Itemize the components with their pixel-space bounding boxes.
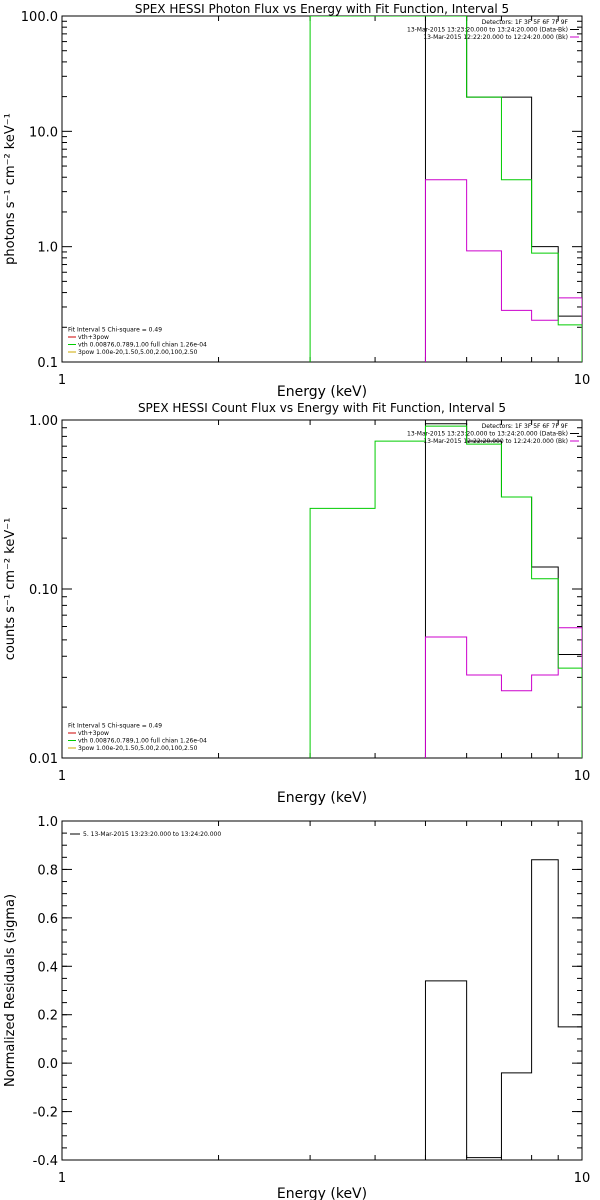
y-tick-label: 0.1: [37, 356, 58, 371]
x-tick-label: 1: [58, 373, 66, 388]
legend-entry: Detectors: 1F 3F 5F 6F 7F 9F: [482, 423, 569, 430]
plot-frame: [61, 820, 583, 1161]
x-tick-label: 1: [58, 769, 66, 784]
y-tick-label: 1.00: [29, 414, 58, 429]
legend-entry: vth 0.00876,0.789,1.00 full chian 1.26e-…: [78, 738, 207, 745]
x-tick-label: 10: [574, 1171, 591, 1186]
legend-entry: 13-Mar-2015 13:23:20.000 to 13:24:20.000…: [407, 431, 568, 438]
y-tick-label: 0.2: [37, 1009, 58, 1024]
legend-entry: 13-Mar-2015 12:22:20.000 to 12:24:20.000…: [423, 438, 568, 445]
legend-entry: 3pow 1.00e-20,1.50,5.00,2.00,100,2.50: [78, 745, 198, 752]
legend-entry: vth+3pow: [78, 730, 109, 737]
y-tick-label: 0.0: [37, 1057, 58, 1072]
series-group: [309, 423, 582, 758]
y-axis-label: Normalized Residuals (sigma): [3, 894, 18, 1087]
legend-entry: vth 0.00876,0.789,1.00 full chian 1.26e-…: [78, 342, 207, 349]
y-tick-label: -0.4: [33, 1154, 58, 1169]
chart-title: SPEX HESSI Photon Flux vs Energy with Fi…: [135, 2, 509, 16]
x-axis-label: Energy (keV): [277, 1186, 367, 1200]
series-3-line: [309, 425, 582, 758]
x-axis-label: Energy (keV): [277, 790, 367, 806]
y-tick-label: 1.0: [37, 241, 58, 256]
y-tick-label: -0.2: [33, 1106, 58, 1121]
y-tick-label: 0.10: [29, 583, 58, 598]
series-1-line: [424, 16, 582, 362]
y-tick-label: 0.8: [37, 863, 58, 878]
plot-frame: [61, 419, 583, 759]
x-tick-label: 1: [58, 1171, 66, 1186]
legend-entry: 13-Mar-2015 12:22:20.000 to 12:24:20.000…: [423, 34, 568, 41]
legend-entry: 3pow 1.00e-20,1.50,5.00,2.00,100,2.50: [78, 349, 198, 356]
x-axis-label: Energy (keV): [277, 384, 367, 400]
series-group: [309, 16, 582, 362]
y-axis-label: counts s⁻¹ cm⁻² keV⁻¹: [3, 518, 18, 661]
legend-entry: 13-Mar-2015 13:23:20.000 to 13:24:20.000…: [407, 27, 568, 34]
chart-2: SPEX HESSI Count Flux vs Energy with Fit…: [3, 401, 590, 806]
series-3-line: [309, 16, 582, 362]
chart-title: SPEX HESSI Count Flux vs Energy with Fit…: [138, 401, 506, 415]
chart-3: -0.4 -0.2 0.0 0.2 0.4 0.6 0.8 1.0 1 10 Energy (keV…: [3, 815, 590, 1200]
legend-entry: Fit Interval 5 Chi-square = 0.49: [68, 327, 162, 334]
y-tick-label: 0.6: [37, 912, 58, 927]
series-1-line: [424, 859, 582, 1160]
series-2-line: [424, 627, 582, 758]
series-group: [424, 859, 582, 1160]
y-tick-label: 10.0: [29, 125, 58, 140]
legend-entry: Fit Interval 5 Chi-square = 0.49: [68, 723, 162, 730]
y-axis-label: photons s⁻¹ cm⁻² keV⁻¹: [3, 113, 18, 265]
x-tick-label: 10: [574, 769, 591, 784]
y-tick-label: 100.0: [21, 10, 58, 25]
legend-entry: vth+3pow: [78, 334, 109, 341]
y-tick-label: 0.4: [37, 960, 58, 975]
series-2-line: [424, 179, 582, 362]
legend-entry: Detectors: 1F 3F 5F 6F 7F 9F: [482, 19, 569, 26]
x-tick-label: 10: [574, 373, 591, 388]
chart-1: SPEX HESSI Photon Flux vs Energy with Fi…: [3, 2, 590, 400]
legend-entry: 5. 13-Mar-2015 13:23:20.000 to 13:24:20.…: [83, 831, 221, 838]
y-tick-label: 0.01: [29, 752, 58, 767]
y-tick-label: 1.0: [37, 815, 58, 830]
